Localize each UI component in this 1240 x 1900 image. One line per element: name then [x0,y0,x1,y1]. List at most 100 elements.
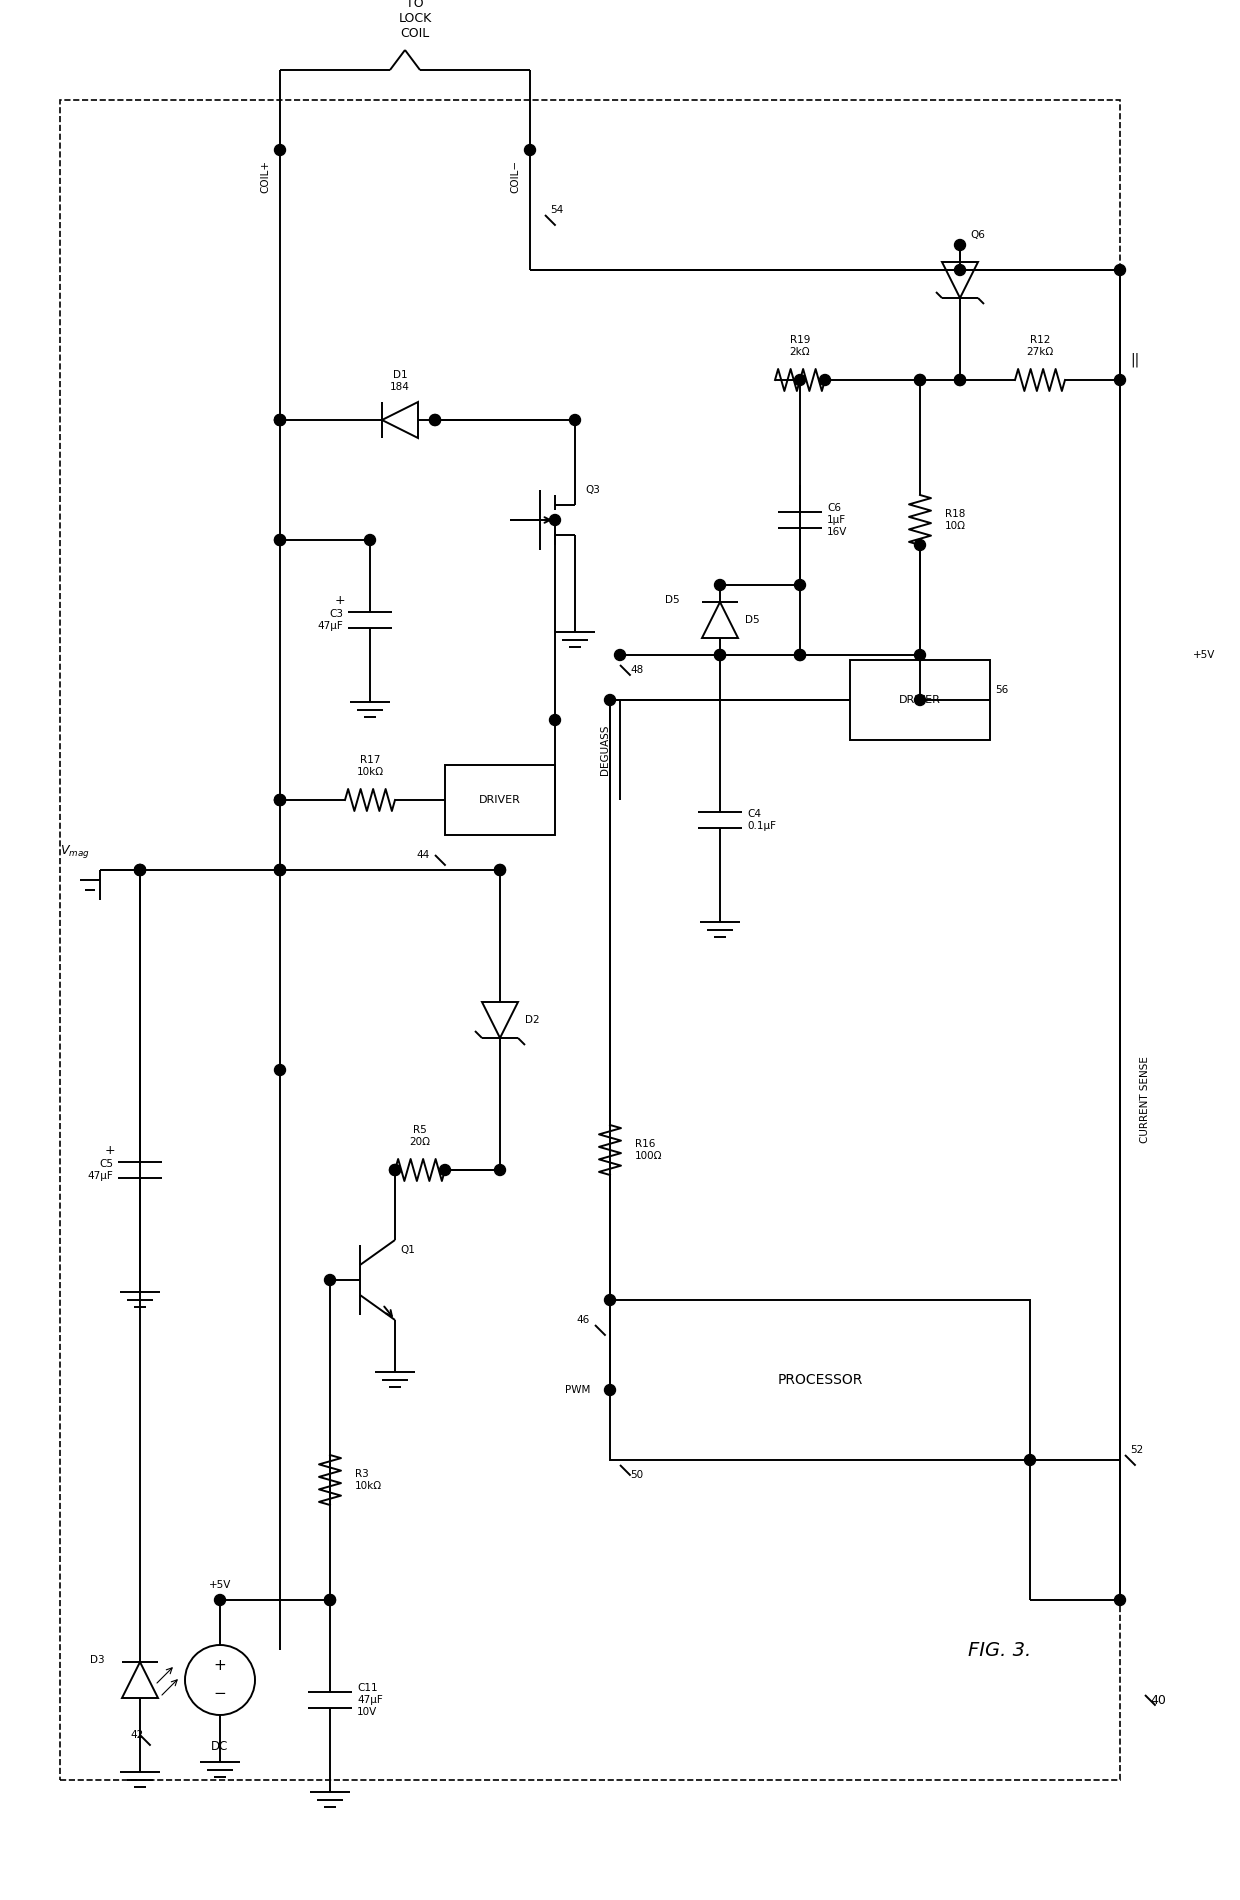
Circle shape [714,650,725,661]
Circle shape [955,374,966,386]
Text: R5
20Ω: R5 20Ω [409,1125,430,1148]
Text: ||: || [1130,353,1140,367]
Text: +: + [335,595,345,606]
Text: DRIVER: DRIVER [479,794,521,806]
Text: D1
184: D1 184 [391,370,410,391]
Text: C5
47μF: C5 47μF [87,1159,113,1180]
Circle shape [495,864,506,876]
Circle shape [495,864,506,876]
Text: PROCESSOR: PROCESSOR [777,1374,863,1387]
Text: R3
10kΩ: R3 10kΩ [355,1469,382,1492]
Circle shape [134,864,145,876]
Text: C6
1μF
16V: C6 1μF 16V [827,504,847,536]
Circle shape [1115,264,1126,276]
Circle shape [325,1594,336,1606]
Circle shape [274,864,285,876]
Circle shape [134,864,145,876]
Circle shape [714,650,725,661]
Circle shape [915,650,925,661]
Circle shape [605,1294,615,1305]
Text: 48: 48 [630,665,644,674]
Text: D2: D2 [525,1015,539,1024]
Text: Q3: Q3 [585,484,600,496]
Text: 40: 40 [1149,1693,1166,1706]
Text: $V_{mag}$: $V_{mag}$ [61,844,91,861]
Circle shape [274,1064,285,1075]
Text: 50: 50 [630,1471,644,1480]
Circle shape [274,534,285,545]
Circle shape [274,794,285,806]
Text: 42: 42 [130,1731,144,1740]
Circle shape [615,650,625,661]
Text: Q6: Q6 [970,230,985,239]
Circle shape [820,374,831,386]
Circle shape [795,650,806,661]
Text: C11
47μF
10V: C11 47μF 10V [357,1683,383,1716]
Circle shape [274,414,285,426]
Text: D3: D3 [91,1655,105,1664]
Text: C4
0.1μF: C4 0.1μF [746,809,776,830]
Circle shape [274,864,285,876]
Circle shape [389,1165,401,1176]
Text: COIL+: COIL+ [260,160,270,194]
Circle shape [525,144,536,156]
Text: +5V: +5V [1193,650,1215,659]
FancyBboxPatch shape [610,1300,1030,1459]
Text: CURRENT SENSE: CURRENT SENSE [1140,1056,1149,1144]
Circle shape [325,1275,336,1286]
Text: DEGUASS: DEGUASS [600,724,610,775]
Text: DRIVER: DRIVER [899,695,941,705]
Circle shape [549,515,560,526]
Circle shape [215,1594,226,1606]
Text: DC: DC [211,1740,228,1754]
Circle shape [569,414,580,426]
Text: +5V: +5V [208,1581,231,1590]
Circle shape [389,1165,401,1176]
Circle shape [1115,374,1126,386]
Text: D5: D5 [745,616,760,625]
Circle shape [795,650,806,661]
Circle shape [429,414,440,426]
Circle shape [274,794,285,806]
Circle shape [134,864,145,876]
Circle shape [439,1165,450,1176]
Text: R12
27kΩ: R12 27kΩ [1027,336,1054,357]
Circle shape [365,534,376,545]
Circle shape [915,374,925,386]
FancyBboxPatch shape [445,766,556,834]
Text: 46: 46 [577,1315,590,1324]
Text: FIG. 3.: FIG. 3. [968,1640,1032,1659]
Circle shape [274,414,285,426]
Text: 52: 52 [1130,1446,1143,1455]
Text: R16
100Ω: R16 100Ω [635,1140,662,1161]
Circle shape [955,239,966,251]
Circle shape [325,1594,336,1606]
Circle shape [605,1385,615,1395]
Circle shape [274,414,285,426]
Circle shape [795,580,806,591]
Circle shape [955,374,966,386]
Text: 54: 54 [551,205,563,215]
Text: 44: 44 [417,849,430,861]
Circle shape [915,695,925,705]
Circle shape [605,695,615,705]
Text: +: + [213,1659,227,1674]
Circle shape [549,714,560,726]
Text: +: + [104,1144,115,1157]
Text: D5: D5 [666,595,680,604]
Circle shape [955,264,966,276]
Text: C3
47μF: C3 47μF [317,610,343,631]
Circle shape [795,374,806,386]
Text: −: − [213,1687,227,1702]
Text: R17
10kΩ: R17 10kΩ [356,756,383,777]
Circle shape [1115,1594,1126,1606]
Circle shape [714,580,725,591]
Text: TO
LOCK
COIL: TO LOCK COIL [398,0,432,40]
Circle shape [915,540,925,551]
Circle shape [274,144,285,156]
Circle shape [274,534,285,545]
Circle shape [495,1165,506,1176]
Text: R19
2kΩ: R19 2kΩ [790,336,810,357]
Circle shape [274,864,285,876]
Text: 56: 56 [994,686,1008,695]
